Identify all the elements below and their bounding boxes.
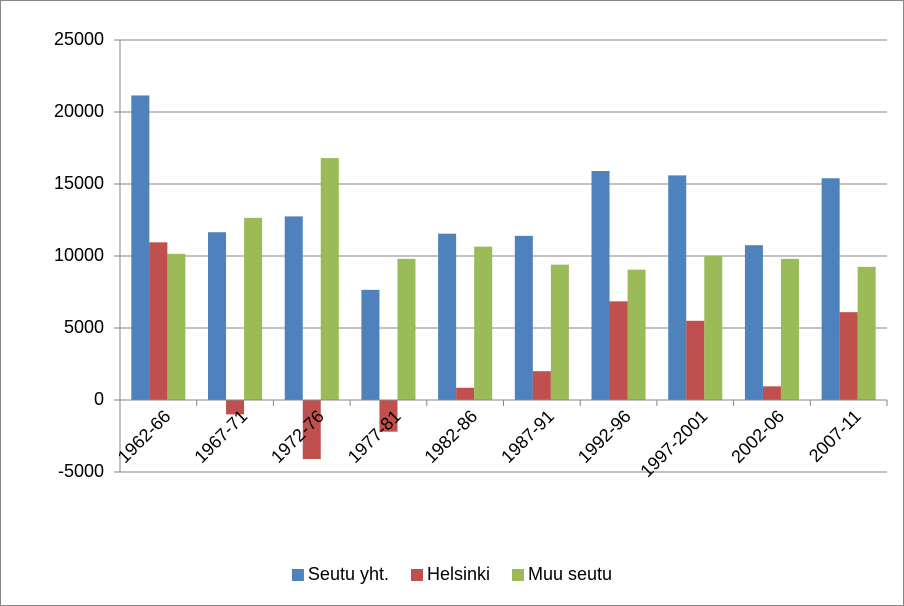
bar [167,253,186,400]
bar [302,400,321,460]
y-tick-label: -5000 [58,461,104,481]
bar [514,235,533,400]
bar [284,216,303,400]
bar [821,178,840,400]
legend-label: Seutu yht. [308,564,389,584]
bar [762,386,781,400]
bar [744,245,763,400]
bar [532,371,551,400]
bar [438,233,457,400]
y-tick-label: 10000 [54,245,104,265]
bar [550,264,569,400]
bar [686,320,705,400]
y-tick-label: 5000 [64,317,104,337]
bar [361,289,380,400]
bar [627,269,646,400]
bar [131,95,150,400]
bar [397,258,416,400]
bar [704,256,723,400]
bar [474,246,493,400]
bar [780,258,799,400]
legend-label: Helsinki [427,564,490,584]
y-tick-label: 25000 [54,29,104,49]
y-tick-label: 15000 [54,173,104,193]
bar [668,175,687,400]
y-tick-label: 0 [94,389,104,409]
bar [208,232,227,400]
bar [609,301,628,400]
bar [857,266,876,400]
bar [320,158,339,400]
bar [591,171,610,400]
bar [226,400,245,415]
legend-marker [410,569,423,581]
bar [149,242,168,400]
bar [244,217,263,400]
legend-label: Muu seutu [528,564,612,584]
y-tick-label: 20000 [54,101,104,121]
bar [379,400,398,432]
legend-marker [291,569,304,581]
legend-marker [512,569,525,581]
bar [456,387,475,400]
bar [839,312,858,400]
